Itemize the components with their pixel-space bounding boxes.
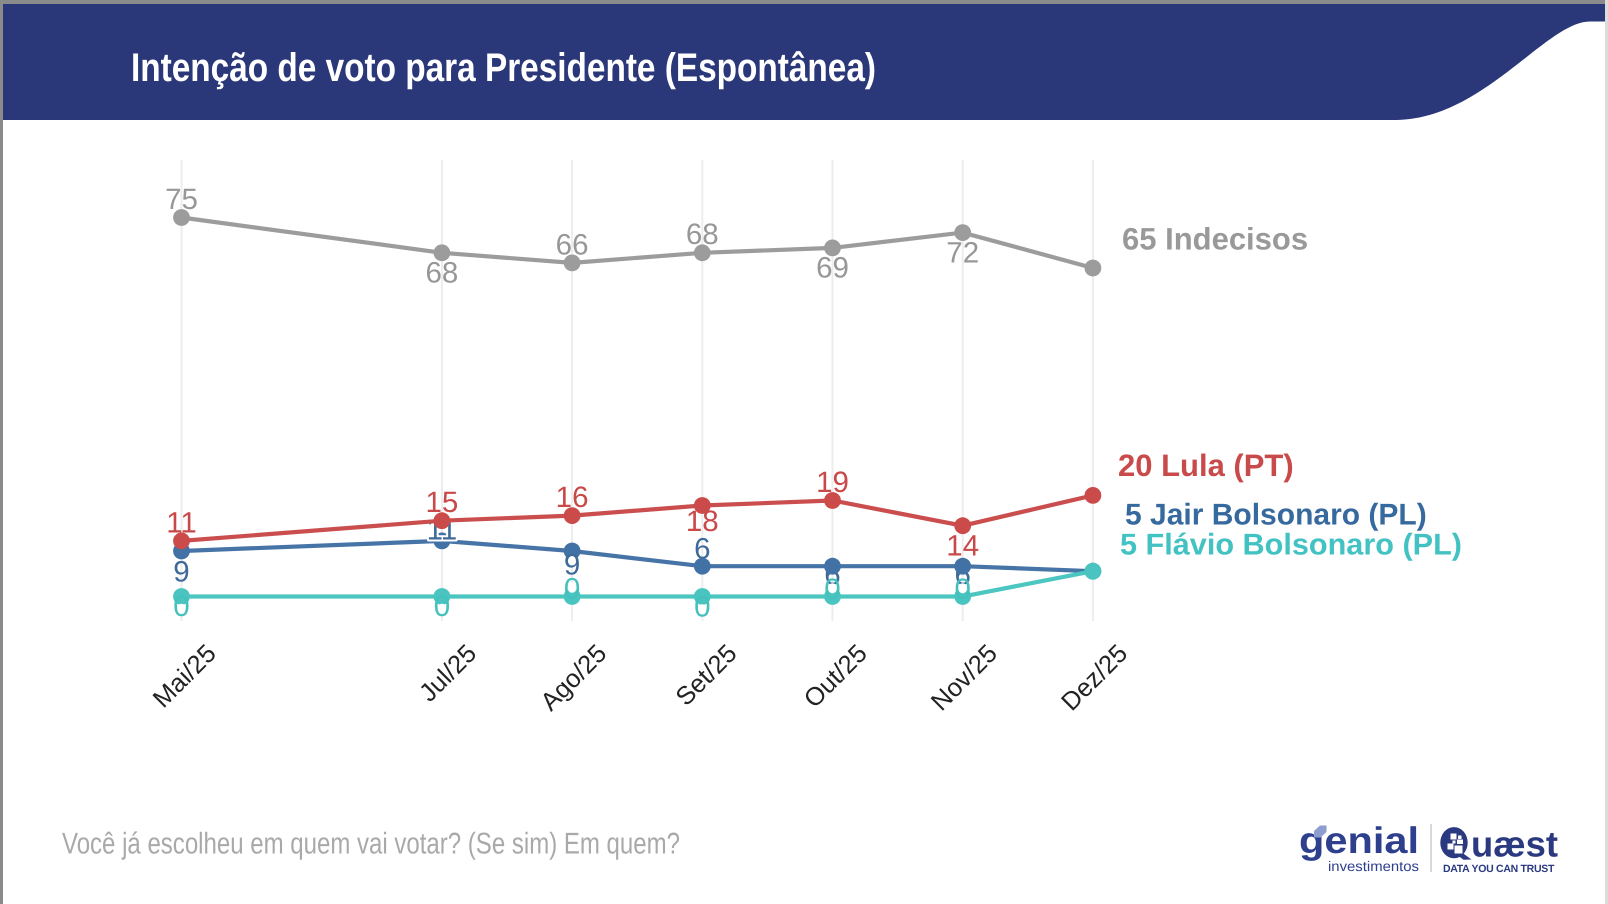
svg-text:15: 15 xyxy=(425,486,458,519)
svg-text:9: 9 xyxy=(173,556,189,589)
svg-text:genial: genial xyxy=(1299,820,1419,861)
svg-text:20 Lula (PT): 20 Lula (PT) xyxy=(1118,448,1294,483)
svg-text:DATA YOU CAN TRUST: DATA YOU CAN TRUST xyxy=(1443,863,1556,875)
svg-text:0: 0 xyxy=(954,573,970,606)
svg-text:68: 68 xyxy=(425,257,458,290)
svg-text:66: 66 xyxy=(556,228,589,261)
svg-text:11: 11 xyxy=(166,506,197,539)
svg-text:16: 16 xyxy=(556,481,589,514)
svg-text:65 Indecisos: 65 Indecisos xyxy=(1122,222,1308,257)
svg-text:6: 6 xyxy=(694,533,710,566)
svg-text:Out/25: Out/25 xyxy=(799,639,873,713)
svg-text:72: 72 xyxy=(946,236,979,269)
svg-text:0: 0 xyxy=(434,590,450,623)
svg-text:0: 0 xyxy=(824,573,840,606)
svg-text:Dez/25: Dez/25 xyxy=(1056,639,1133,716)
svg-text:68: 68 xyxy=(686,218,719,251)
svg-text:18: 18 xyxy=(686,505,719,538)
svg-text:investimentos: investimentos xyxy=(1328,858,1419,874)
svg-text:0: 0 xyxy=(173,590,189,623)
svg-text:uæst: uæst xyxy=(1471,824,1558,865)
svg-text:5 Flávio Bolsonaro (PL): 5 Flávio Bolsonaro (PL) xyxy=(1120,529,1462,562)
svg-text:Nov/25: Nov/25 xyxy=(926,639,1003,716)
svg-text:Ago/25: Ago/25 xyxy=(535,639,612,716)
svg-text:5 Jair Bolsonaro (PL): 5 Jair Bolsonaro (PL) xyxy=(1125,499,1427,532)
svg-text:19: 19 xyxy=(816,466,849,499)
svg-text:75: 75 xyxy=(165,183,198,216)
svg-text:0: 0 xyxy=(694,591,710,624)
svg-text:Intenção de voto para Presiden: Intenção de voto para Presidente (Espont… xyxy=(131,46,876,90)
svg-text:Mai/25: Mai/25 xyxy=(148,639,222,713)
svg-text:9: 9 xyxy=(564,549,580,582)
svg-text:14: 14 xyxy=(946,530,979,563)
svg-text:0: 0 xyxy=(564,573,580,606)
svg-text:Set/25: Set/25 xyxy=(671,639,743,711)
svg-text:69: 69 xyxy=(816,252,849,285)
svg-text:Você já escolheu em quem vai v: Você já escolheu em quem vai votar? (Se … xyxy=(62,828,680,861)
svg-text:Jul/25: Jul/25 xyxy=(414,639,482,707)
